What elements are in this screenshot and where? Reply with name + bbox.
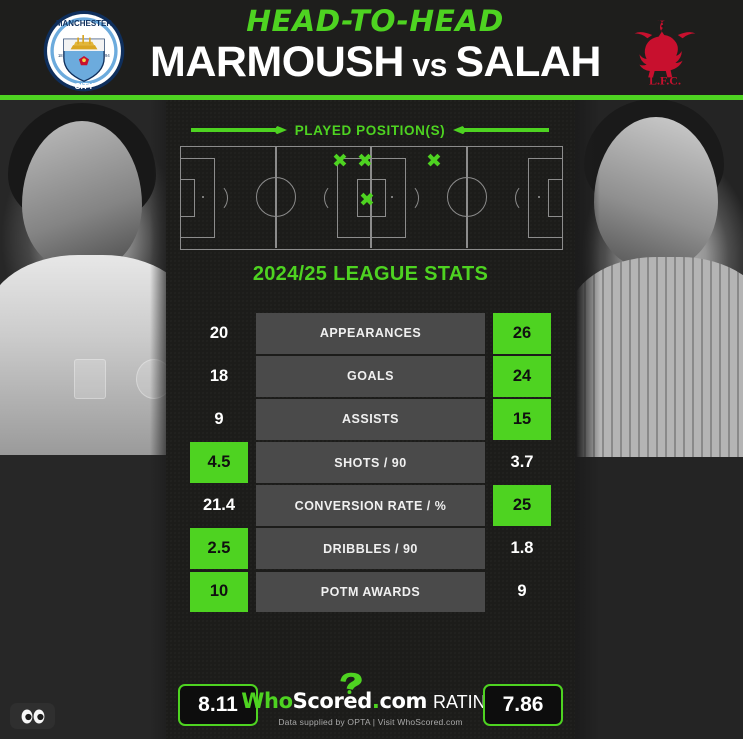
page-title: MARMOUSH vs SALAH [150,38,601,89]
data-credit: Data supplied by OPTA | Visit WhoScored.… [278,717,463,727]
stat-label: ASSISTS [256,399,485,440]
arrow-left-icon [453,125,550,135]
kit-shape-left [0,255,176,455]
stat-value-right: 1.8 [510,539,534,558]
question-mark-icon [340,672,363,694]
stat-value-left: 9 [214,409,224,428]
stat-value-right: 15 [493,399,551,440]
position-marker: ✖ [332,150,348,172]
pitch-arc-mid-left [324,184,348,212]
played-position-header: PLAYED POSITION(S) [180,119,560,141]
stat-label: POTM AWARDS [256,571,485,613]
pitch-arc-far-left [204,184,228,212]
header-eyebrow: HEAD-TO-HEAD [246,4,504,38]
center-panel: PLAYED POSITION(S) [166,100,575,739]
stat-row: 10 POTM AWARDS 9 [190,571,551,613]
brand-who: Who [241,689,293,713]
stat-value-right: 26 [493,313,551,354]
stat-value-right: 9 [517,582,527,601]
arrow-right-icon [190,125,287,135]
pitch-center-divider [370,146,372,248]
player-left-name: MARMOUSH [150,38,404,86]
league-stats-title: 2024/25 LEAGUE STATS [252,263,489,285]
played-position-label: PLAYED POSITION(S) [294,122,446,138]
whoscored-logo: Who Scored. com RATING [241,672,500,713]
rating-left: 8.11 [178,684,258,726]
header-bar: MANCHESTER CITY 18 94 L.F.C. HEAD-TO-HEA… [0,0,743,95]
pitch-six-yard-far-left [180,179,195,217]
position-marker: ✖ [357,150,373,172]
player-photo-marmoush [0,97,176,739]
pitch-circle-right [447,177,487,217]
pitch-circle-left [256,177,296,217]
pitch-arc-mid-right [395,184,419,212]
brand-dot: . [371,689,380,713]
pitch-penalty-spot-mid-right [391,196,393,198]
stat-row: 20 APPEARANCES 26 [190,313,551,354]
head-shape-right [594,117,718,269]
stat-value-left: 4.5 [190,442,248,483]
position-marker: ✖ [426,150,442,172]
stat-label: GOALS [256,356,485,397]
crest-lfc-text: L.F.C. [649,74,681,88]
rating-footer: 8.11 Who Scored. com RATING Data supplied b… [166,672,575,739]
manchester-city-crest: MANCHESTER CITY 18 94 [43,10,125,92]
rating-right: 7.86 [483,684,563,726]
header-accent-rule [0,95,743,100]
stats-table: 20 APPEARANCES 26 18 GOALS 24 9 ASSISTS 15 4.5 SHO… [190,313,551,615]
pitch-six-yard-mid-right [371,179,386,217]
pitch-arc-far-right [515,184,539,212]
stat-label: SHOTS / 90 [256,442,485,483]
svg-text:94: 94 [105,53,110,58]
header-title-group: HEAD-TO-HEAD MARMOUSH vs SALAH [150,4,601,89]
crest-city-top-text: MANCHESTER [56,19,112,28]
eyes-emoji-icon [21,709,44,723]
brand-com: com [379,689,428,713]
player-photo-salah [574,97,743,739]
stat-row: 18 GOALS 24 [190,356,551,397]
stat-value-right: 3.7 [510,453,534,472]
pitch-penalty-spot-far-right [538,196,540,198]
fifa-badge-left [74,359,106,399]
stat-row: 9 ASSISTS 15 [190,399,551,440]
pitch-penalty-spot-far-left [202,196,204,198]
stat-row: 2.5 DRIBBLES / 90 1.8 [190,528,551,569]
crest-city-bottom-text: CITY [74,81,93,91]
stat-value-right: 25 [493,485,551,526]
stat-value-right: 24 [493,356,551,397]
stat-label: APPEARANCES [256,313,485,354]
stat-label: DRIBBLES / 90 [256,528,485,569]
stat-value-left: 18 [209,366,229,385]
stat-value-left: 20 [209,323,229,342]
stat-row: 4.5 SHOTS / 90 3.7 [190,442,551,483]
liverpool-fc-crest: L.F.C. [634,20,696,88]
pitch-diagram: ✖ ✖ ✖ ✖ [180,146,563,250]
stat-label: CONVERSION RATE / % [256,485,485,526]
photo-edge-fade-right [574,97,600,739]
stat-row: 21.4 CONVERSION RATE / % 25 [190,485,551,526]
player-right-name: SALAH [455,38,601,86]
position-marker: ✖ [359,189,375,211]
stat-value-left: 10 [190,571,248,613]
pitch-six-yard-far-right [548,179,563,217]
svg-text:18: 18 [58,53,63,58]
stat-value-left: 2.5 [190,528,248,569]
stat-value-left: 21.4 [202,496,236,515]
eyes-emoji-badge[interactable] [10,703,55,729]
brand-scored: Scored [292,689,373,713]
vs-label: vs [412,47,447,83]
kit-shape-right [574,257,743,457]
head-shape-left [22,121,142,271]
